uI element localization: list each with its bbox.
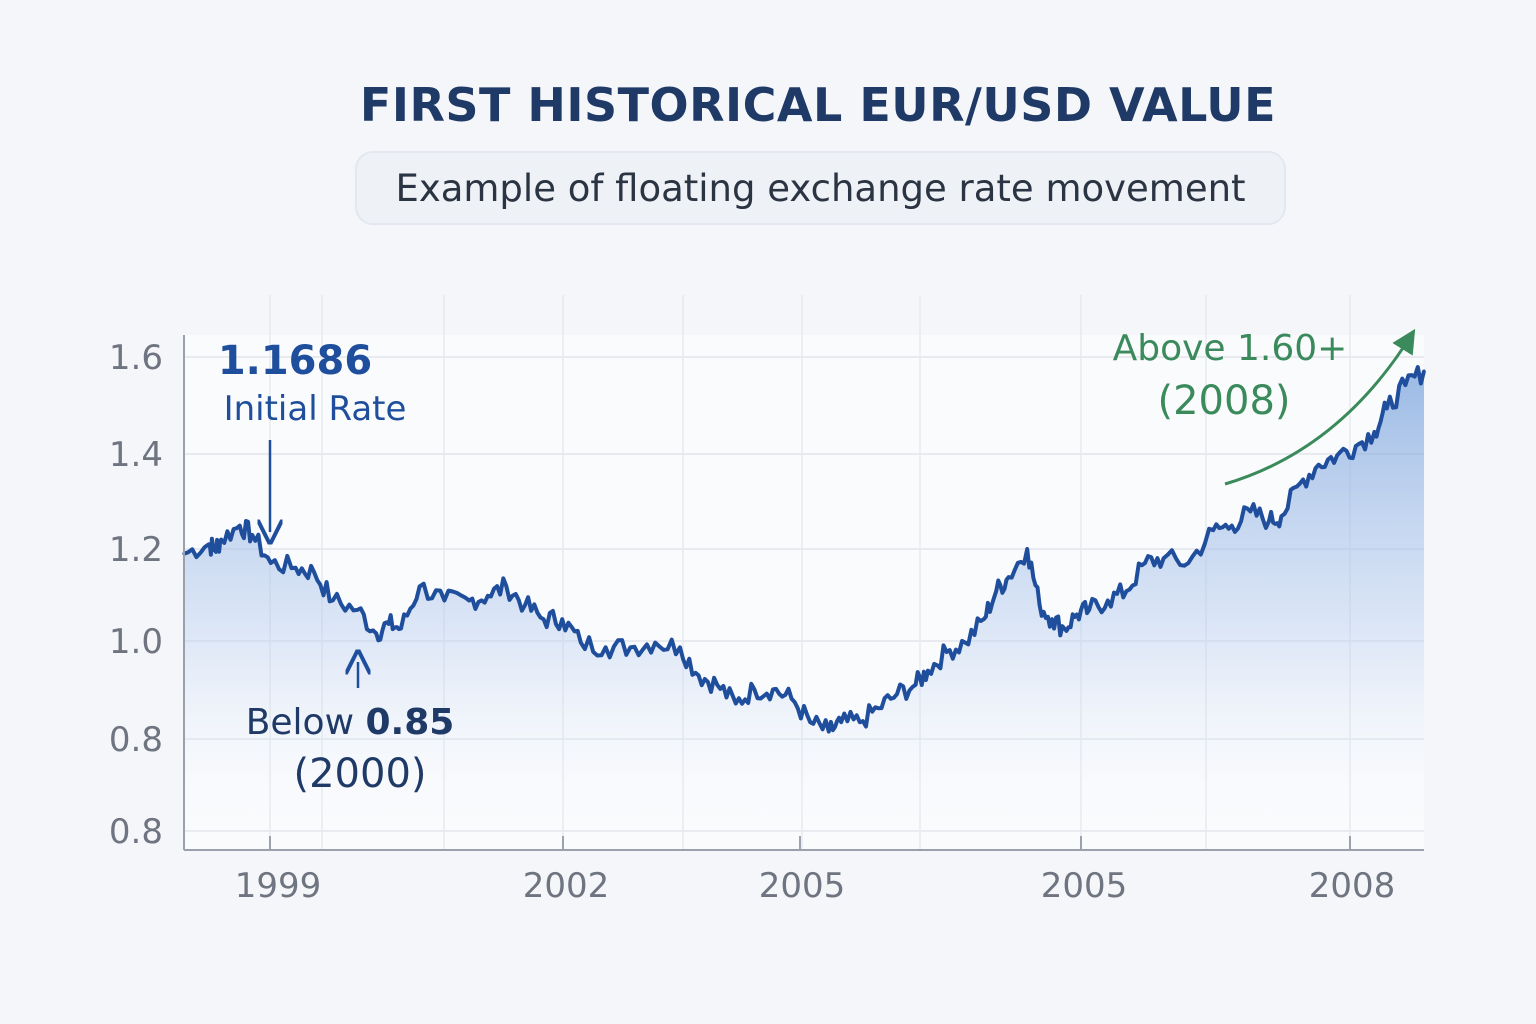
low-value-label: Below 0.85 bbox=[246, 702, 455, 743]
data-point bbox=[213, 547, 217, 551]
x-axis-ticks: 1999 2002 2005 2005 2008 bbox=[235, 836, 1396, 906]
data-point bbox=[1385, 406, 1389, 411]
data-point bbox=[1372, 430, 1376, 434]
data-point bbox=[1124, 589, 1128, 593]
x-tick-label: 2002 bbox=[523, 866, 610, 906]
data-point bbox=[839, 720, 843, 724]
data-point bbox=[331, 598, 335, 603]
series-line bbox=[183, 365, 1426, 734]
data-point bbox=[1422, 369, 1426, 373]
data-point bbox=[467, 598, 471, 603]
high-arrow-icon bbox=[1224, 328, 1416, 486]
data-point bbox=[734, 701, 738, 706]
y-tick-label: 0.8 bbox=[109, 720, 163, 760]
low-year-label: (2000) bbox=[293, 751, 426, 797]
data-point bbox=[374, 631, 378, 635]
data-point bbox=[752, 687, 757, 692]
data-point bbox=[1403, 383, 1407, 387]
initial-value-label: 1.1686 bbox=[218, 338, 372, 384]
data-point bbox=[678, 645, 682, 649]
data-point bbox=[1106, 598, 1110, 603]
data-point bbox=[604, 645, 608, 649]
data-point bbox=[808, 720, 812, 724]
data-point bbox=[715, 683, 719, 687]
x-tick-label: 2008 bbox=[1309, 866, 1396, 906]
data-point bbox=[1050, 617, 1054, 621]
data-point bbox=[312, 570, 316, 574]
chart-subtitle: Example of floating exchange rate moveme… bbox=[355, 151, 1286, 225]
data-point bbox=[1087, 608, 1091, 612]
y-tick-label: 1.4 bbox=[109, 435, 163, 475]
data-point bbox=[269, 561, 273, 565]
data-point bbox=[926, 669, 930, 673]
data-point bbox=[1248, 509, 1252, 514]
initial-rate-label: Initial Rate bbox=[224, 389, 407, 429]
data-point bbox=[1279, 514, 1283, 518]
data-point bbox=[219, 538, 223, 542]
data-point bbox=[1267, 519, 1271, 523]
data-point bbox=[628, 645, 633, 649]
data-point bbox=[697, 673, 701, 678]
y-tick-label: 1.2 bbox=[109, 530, 163, 570]
data-point bbox=[914, 683, 918, 687]
data-point bbox=[486, 594, 490, 598]
data-point bbox=[238, 523, 242, 528]
data-point bbox=[858, 720, 862, 724]
y-tick-label: 1.0 bbox=[109, 622, 163, 662]
data-point bbox=[1162, 556, 1166, 560]
data-point bbox=[356, 608, 360, 612]
x-tick-label: 2005 bbox=[759, 866, 846, 906]
data-point bbox=[294, 566, 298, 570]
data-point bbox=[579, 641, 583, 645]
x-tick-label: 2005 bbox=[1041, 866, 1128, 906]
y-tick-label: 0.8 bbox=[109, 812, 163, 852]
data-point bbox=[1211, 528, 1215, 532]
data-point bbox=[1143, 561, 1147, 565]
data-point bbox=[442, 598, 446, 603]
data-point bbox=[1354, 444, 1358, 448]
series-area bbox=[184, 367, 1424, 850]
data-point bbox=[387, 622, 391, 626]
data-point bbox=[1230, 523, 1234, 528]
data-point bbox=[963, 641, 967, 645]
data-point bbox=[399, 626, 403, 631]
data-point bbox=[418, 584, 422, 589]
data-point bbox=[895, 692, 899, 696]
data-point bbox=[945, 650, 949, 654]
chart-title: FIRST HISTORICAL EUR/USD VALUE bbox=[359, 78, 1277, 132]
data-point bbox=[1038, 603, 1042, 607]
high-year-label: (2008) bbox=[1157, 378, 1290, 424]
data-point bbox=[876, 706, 881, 710]
data-point bbox=[1335, 453, 1339, 457]
high-value-label: Above 1.60+ bbox=[1113, 328, 1348, 369]
data-point bbox=[790, 697, 794, 701]
data-point bbox=[994, 589, 998, 593]
data-point bbox=[523, 603, 527, 607]
data-point bbox=[1007, 575, 1011, 579]
x-tick-label: 1999 bbox=[235, 866, 322, 906]
data-point bbox=[771, 687, 775, 692]
data-point bbox=[1298, 481, 1302, 486]
data-point bbox=[207, 542, 211, 546]
data-point bbox=[1075, 612, 1079, 617]
data-point bbox=[560, 617, 564, 621]
data-point bbox=[504, 584, 508, 589]
data-point bbox=[1186, 561, 1190, 565]
data-point bbox=[1317, 463, 1321, 467]
data-points bbox=[182, 369, 1426, 734]
data-point bbox=[542, 617, 546, 621]
data-point bbox=[1025, 547, 1029, 551]
y-axis-ticks: 1.6 1.4 1.2 1.0 0.8 0.8 bbox=[109, 338, 163, 852]
data-point bbox=[1062, 626, 1066, 631]
data-point bbox=[250, 533, 254, 537]
y-tick-label: 1.6 bbox=[109, 338, 163, 378]
data-point bbox=[653, 641, 657, 645]
data-point bbox=[827, 729, 831, 734]
data-point bbox=[982, 617, 986, 621]
